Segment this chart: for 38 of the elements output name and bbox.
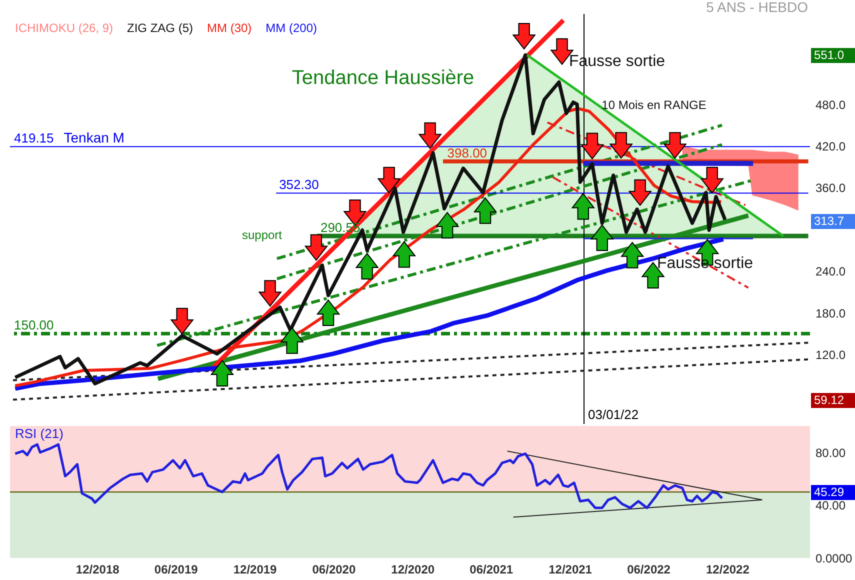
text: ICHIMOKU (26, 9) <box>15 21 114 35</box>
x-tick-label: 12/2018 <box>76 562 120 576</box>
text: MM (200) <box>266 21 318 35</box>
y-tick-label: 480.0 <box>816 98 846 112</box>
text: 313.7 <box>811 214 855 229</box>
y-tick-label: 40.00 <box>816 498 846 513</box>
y-tick-label: 420.0 <box>816 140 846 154</box>
x-tick-label: 06/2021 <box>470 562 514 576</box>
x-tick-label: 12/2021 <box>548 562 592 576</box>
x-tick-label: 06/2022 <box>627 562 671 576</box>
x-tick-label: 12/2019 <box>233 562 278 576</box>
annotation: support <box>242 228 283 242</box>
ref-line-label: 419.15 <box>14 130 54 146</box>
annotation: 398.00 <box>447 145 488 160</box>
text: 45.29 <box>811 484 855 500</box>
annotation: 10 Mois en RANGE <box>602 98 706 112</box>
text: ZIG ZAG (5) <box>127 21 194 35</box>
annotation: 352.30 <box>279 177 319 192</box>
text: 551.0 <box>811 48 855 62</box>
y-tick-label: 80.00 <box>816 446 846 460</box>
text: MM (30) <box>207 21 252 35</box>
ref-line-label: 03/01/22 <box>588 407 639 422</box>
series-label: RSI (21) <box>15 426 64 441</box>
y-tick-label: 0.0000 <box>816 552 853 566</box>
ref-line-label: 150.00 <box>14 318 54 333</box>
annotation: Tenkan M <box>64 130 124 146</box>
y-tick-label: 180.0 <box>816 306 846 320</box>
annotation: Fausse sortie <box>656 255 754 272</box>
y-tick-label: 360.0 <box>816 181 846 196</box>
x-tick-label: 12/2022 <box>706 562 750 576</box>
x-tick-label: 06/2020 <box>312 562 356 576</box>
x-tick-label: 12/2020 <box>391 562 435 576</box>
chart-subtitle: 5 ANS - HEBDO <box>706 0 808 15</box>
y-tick-label: 120.0 <box>816 348 846 362</box>
x-tick-label: 06/2019 <box>154 562 198 576</box>
text: 59.12 <box>811 392 855 408</box>
y-tick-label: 240.0 <box>816 264 846 279</box>
annotation: Tendance Haussière <box>292 67 474 89</box>
